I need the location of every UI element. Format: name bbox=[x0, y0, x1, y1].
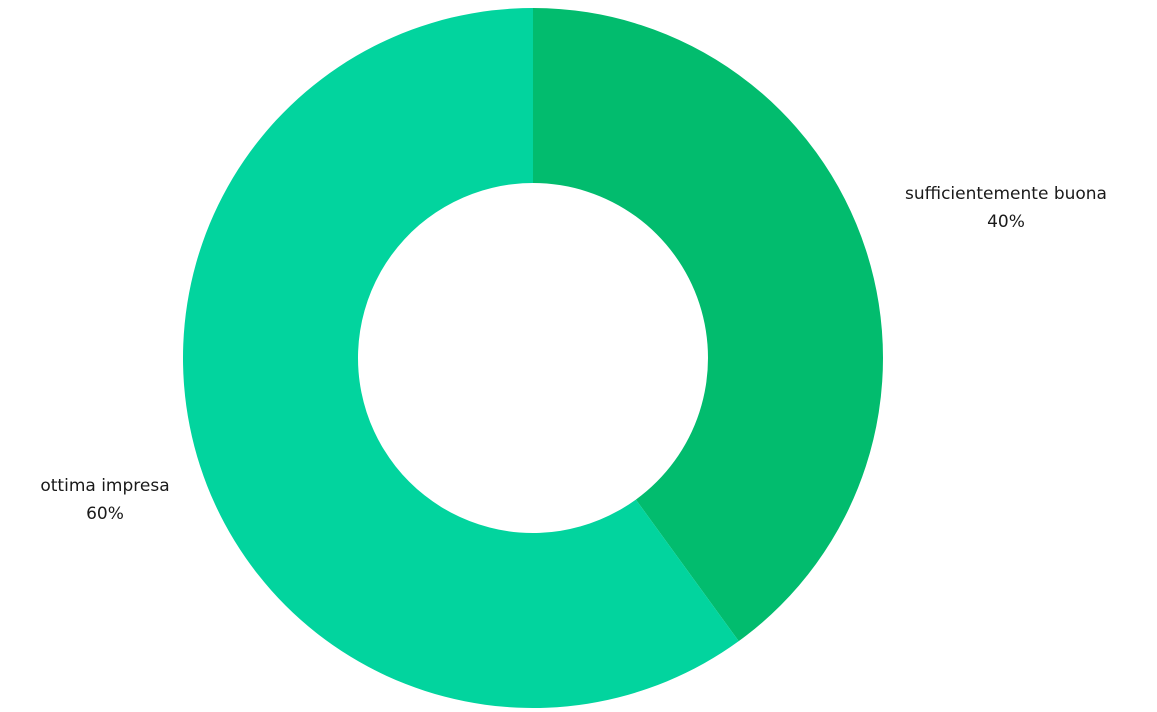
slice-value-ottima-impresa: 60% bbox=[86, 504, 124, 524]
slice-label-ottima-impresa: ottima impresa bbox=[40, 476, 169, 496]
slice-ottima-impresa[interactable] bbox=[183, 8, 739, 709]
slice-value-sufficientemente-buona: 40% bbox=[987, 212, 1025, 232]
slice-label-sufficientemente-buona: sufficientemente buona bbox=[905, 184, 1107, 204]
slice-labels: sufficientemente buona 40% ottima impres… bbox=[40, 184, 1107, 524]
donut-slices bbox=[183, 8, 883, 709]
slice-sufficientemente-buona[interactable] bbox=[533, 8, 883, 642]
